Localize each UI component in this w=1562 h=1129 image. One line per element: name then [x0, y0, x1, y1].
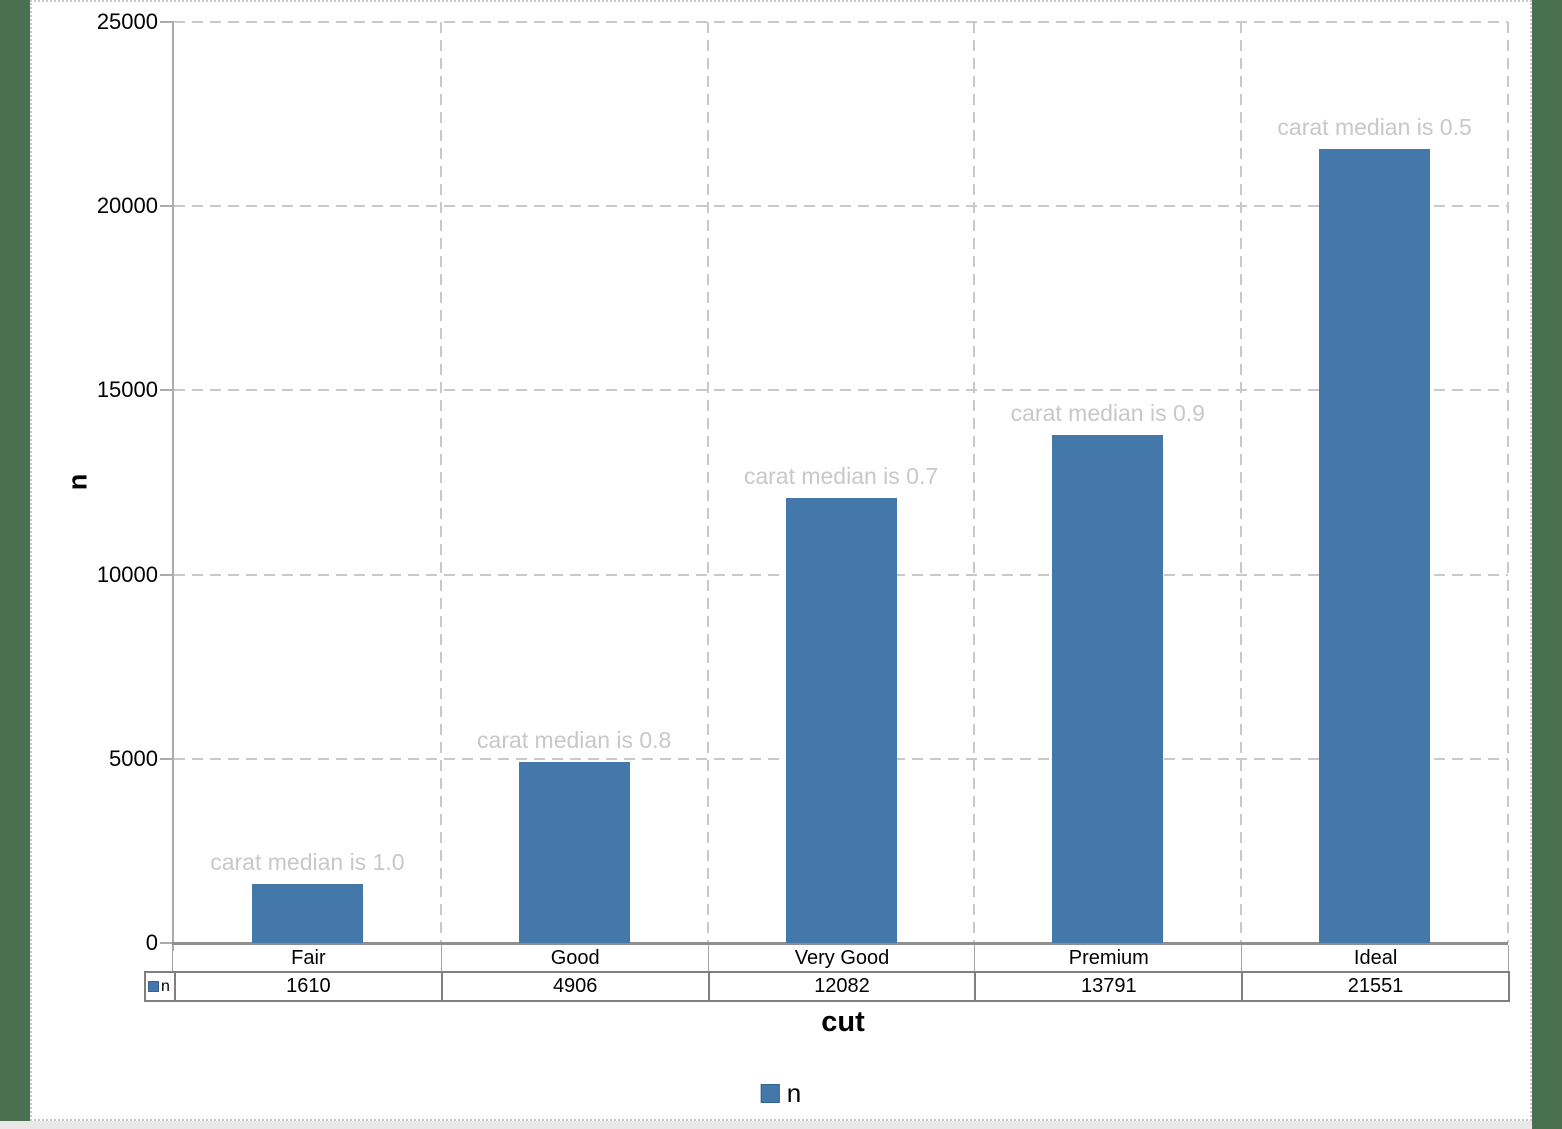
- category-label-very-good: Very Good: [794, 947, 890, 969]
- value-cell-separator: [174, 973, 176, 1000]
- bar-good[interactable]: [518, 762, 630, 943]
- value-cell-very-good: 12082: [814, 973, 870, 1000]
- horizontal-gridline-25000: [174, 21, 1508, 23]
- vertical-gridline-2: [706, 22, 709, 943]
- y-axis-tick-label-25000: 25000: [96, 9, 158, 34]
- category-cell-fair: Fair: [291, 945, 325, 971]
- table-legend-label: n: [161, 978, 170, 995]
- bar-annotation-very-good: carat median is 0.7: [743, 462, 939, 489]
- y-axis-tick-mark: [160, 21, 174, 23]
- y-axis-tick-mark: [160, 757, 174, 760]
- value-label-ideal: 21551: [1347, 975, 1404, 997]
- category-label-premium: Premium: [1068, 947, 1149, 969]
- value-cell-good: 4906: [553, 973, 598, 1000]
- value-cell-premium: 13791: [1081, 973, 1137, 1000]
- horizontal-gridline-15000: [174, 389, 1508, 392]
- data-table-category-row: Fair Good Very Good Premium Ideal: [172, 945, 1509, 971]
- y-axis-tick-mark: [160, 389, 174, 392]
- table-legend-key: n: [146, 973, 174, 1000]
- legend[interactable]: n: [760, 1078, 802, 1108]
- y-axis-tick-label-15000: 15000: [96, 377, 158, 403]
- y-axis-tick-label-5000: 5000: [109, 745, 158, 771]
- y-axis-tick-mark: [160, 942, 174, 944]
- value-cell-separator: [974, 973, 977, 1000]
- vertical-gridline-3: [973, 22, 976, 943]
- bar-annotation-ideal: carat median is 0.5: [1277, 114, 1472, 141]
- value-label-fair: 1610: [286, 975, 331, 997]
- category-cell-very-good: Very Good: [795, 945, 890, 971]
- value-cell-separator: [440, 973, 443, 1000]
- x-axis-line: [172, 942, 1508, 945]
- bar-fair[interactable]: [251, 883, 363, 943]
- table-legend-swatch: [148, 981, 159, 992]
- vertical-gridline-1: [439, 22, 442, 943]
- value-cell-separator: [707, 973, 710, 1000]
- bottom-strip: [0, 1121, 1532, 1129]
- y-axis-tick-mark: [160, 205, 174, 208]
- bar-premium[interactable]: [1052, 434, 1164, 943]
- value-cell-separator: [1241, 973, 1244, 1000]
- vertical-gridline-4: [1240, 22, 1243, 943]
- value-cell-ideal: 21551: [1348, 973, 1404, 1000]
- data-table-value-row: n 1610 4906 12082 13791 21551: [144, 971, 1510, 1002]
- value-cell-fair: 1610: [286, 973, 331, 1000]
- value-label-very-good: 12082: [814, 975, 870, 997]
- bar-annotation-fair: carat median is 1.0: [210, 848, 405, 875]
- vertical-gridline-5: [1507, 22, 1509, 943]
- y-axis-title: n: [62, 473, 93, 491]
- y-axis-tick-mark: [160, 573, 174, 576]
- legend-color-swatch: [760, 1083, 780, 1103]
- category-cell-separator: [1241, 945, 1243, 971]
- category-cell-separator: [440, 945, 442, 971]
- bar-annotation-premium: carat median is 0.9: [1010, 399, 1205, 426]
- value-label-premium: 13791: [1080, 975, 1137, 997]
- category-label-ideal: Ideal: [1353, 947, 1398, 969]
- horizontal-gridline-20000: [174, 205, 1508, 208]
- value-label-good: 4906: [552, 975, 598, 997]
- category-label-fair: Fair: [291, 947, 326, 969]
- y-axis-tick-label-0: 0: [145, 930, 158, 955]
- bar-ideal[interactable]: [1319, 149, 1431, 943]
- x-axis-title: cut: [821, 1006, 865, 1038]
- category-cell-good: Good: [551, 945, 600, 971]
- bar-very-good[interactable]: [785, 497, 897, 943]
- category-cell-premium: Premium: [1069, 945, 1149, 971]
- category-cell-separator: [707, 945, 709, 971]
- category-cell-separator: [974, 945, 976, 971]
- category-label-good: Good: [550, 947, 600, 969]
- legend-series-label: n: [786, 1078, 802, 1108]
- y-axis-line: [172, 22, 174, 951]
- bar-annotation-good: carat median is 0.8: [477, 727, 672, 754]
- y-axis-tick-label-20000: 20000: [96, 193, 158, 219]
- y-axis-tick-label-10000: 10000: [96, 561, 158, 587]
- category-cell-ideal: Ideal: [1354, 945, 1397, 971]
